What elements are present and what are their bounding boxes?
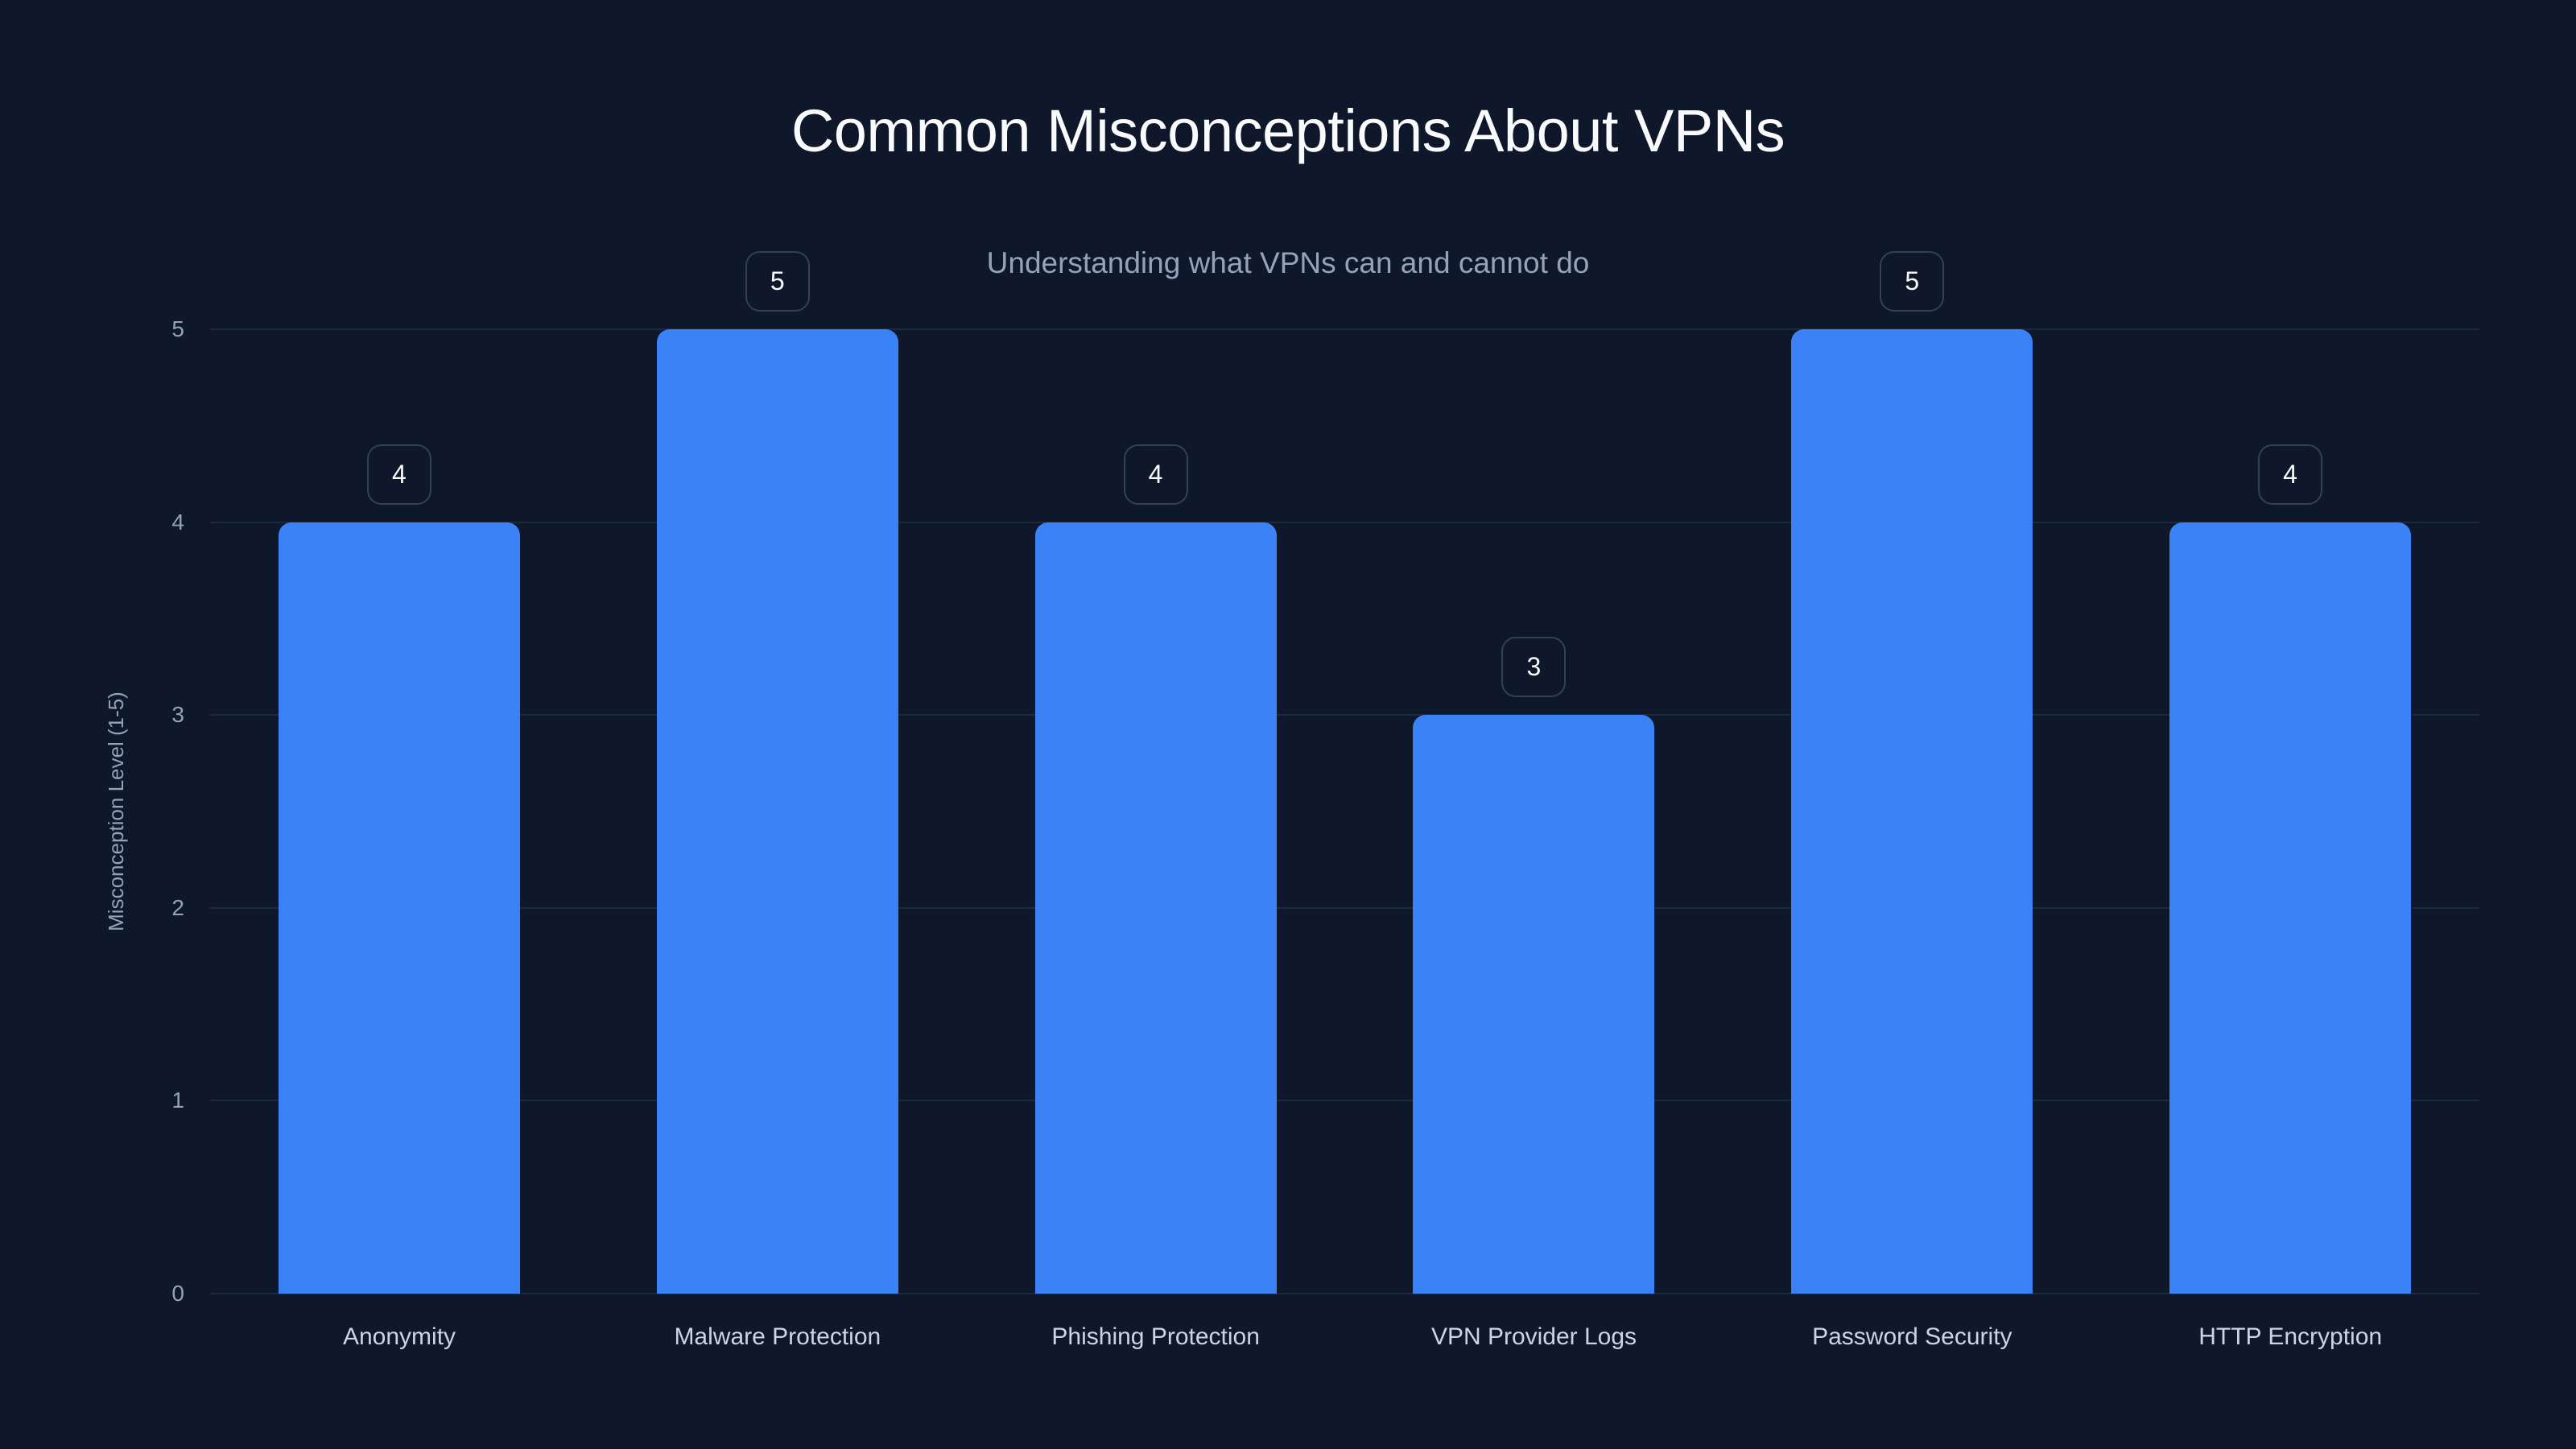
x-category-label: VPN Provider Logs xyxy=(1430,1323,1637,1350)
y-tick-label: 5 xyxy=(171,316,184,341)
chart-title: Common Misconceptions About VPNs xyxy=(791,97,1785,164)
x-category-label: HTTP Encryption xyxy=(2198,1323,2383,1350)
x-category-label: Password Security xyxy=(1812,1323,2013,1350)
y-tick-label: 3 xyxy=(171,702,184,728)
y-tick-label: 4 xyxy=(171,509,184,535)
bar[interactable] xyxy=(278,522,520,1294)
gridline xyxy=(210,521,2479,523)
gridline xyxy=(210,906,2479,909)
gridline xyxy=(210,714,2479,716)
value-label: 3 xyxy=(1501,637,1567,698)
value-label: 5 xyxy=(1880,251,1945,312)
gridline xyxy=(210,1100,2479,1102)
gridline xyxy=(210,328,2479,330)
bar[interactable] xyxy=(1413,715,1655,1294)
value-label: 4 xyxy=(2258,444,2323,505)
bar[interactable] xyxy=(2169,522,2412,1294)
y-tick-label: 0 xyxy=(171,1281,184,1306)
bar[interactable] xyxy=(1034,522,1277,1294)
value-label: 4 xyxy=(1123,444,1188,505)
value-label: 4 xyxy=(366,444,431,505)
plot-area: 0 1 2 3 4 5 4 Anonymity 5 Malware Protection 4 Phis… xyxy=(171,251,2479,1350)
y-tick-label: 1 xyxy=(171,1088,184,1113)
bar[interactable] xyxy=(1791,329,2033,1294)
x-category-label: Anonymity xyxy=(342,1323,456,1350)
bar[interactable] xyxy=(656,329,898,1294)
value-label: 5 xyxy=(745,251,810,312)
x-category-label: Malware Protection xyxy=(674,1323,881,1350)
gridline xyxy=(210,1293,2479,1294)
x-category-label: Phishing Protection xyxy=(1051,1323,1260,1350)
y-tick-label: 2 xyxy=(171,894,184,920)
chart-subtitle: Understanding what VPNs can and cannot d… xyxy=(986,246,1590,279)
